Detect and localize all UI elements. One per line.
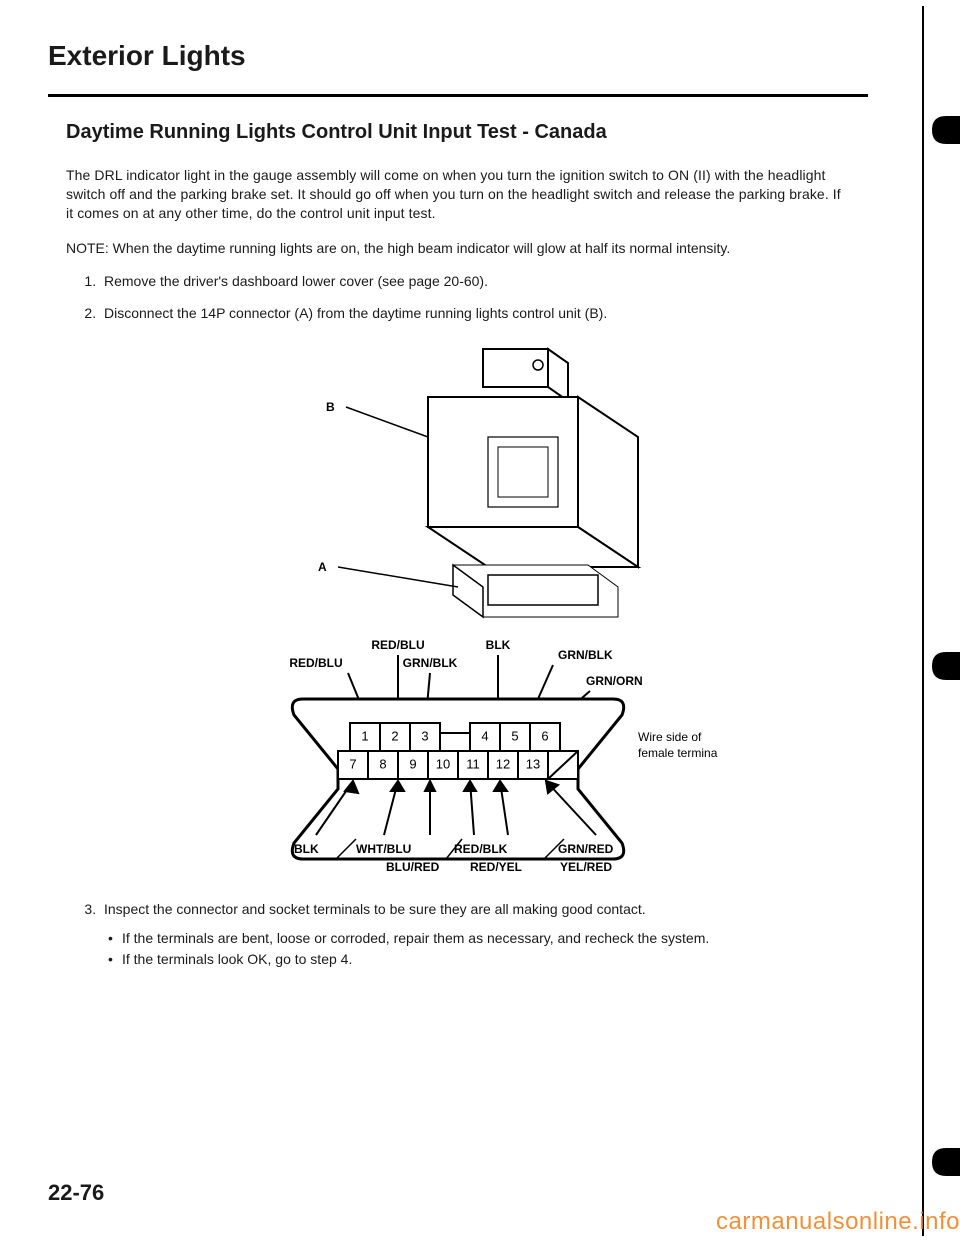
page-number: 22-76 <box>48 1180 104 1206</box>
lbl-red-yel: RED/YEL <box>470 860 522 874</box>
connector-A <box>338 565 618 617</box>
svg-text:1: 1 <box>361 729 368 744</box>
svg-text:12: 12 <box>496 757 510 772</box>
lbl-wht-blu: WHT/BLU <box>356 842 411 856</box>
svg-text:7: 7 <box>349 757 356 772</box>
edge-tab-bot <box>932 1148 960 1176</box>
svg-text:3: 3 <box>421 729 428 744</box>
label-B: B <box>326 400 335 414</box>
step-3-bullet-1: If the terminals are bent, loose or corr… <box>108 929 850 948</box>
intro-paragraph: The DRL indicator light in the gauge ass… <box>66 166 850 223</box>
page-content: Exterior Lights Daytime Running Lights C… <box>48 40 868 983</box>
svg-text:4: 4 <box>481 729 488 744</box>
section-title: Daytime Running Lights Control Unit Inpu… <box>66 121 868 144</box>
edge-tab-mid <box>932 652 960 680</box>
lbl-grn-blk-right: GRN/BLK <box>558 648 613 662</box>
edge-tab-top <box>932 116 960 144</box>
lbl-red-blu-mid: RED/BLU <box>371 638 424 652</box>
lbl-yel-red: YEL/RED <box>560 860 612 874</box>
page-margin-line <box>922 6 924 1236</box>
lbl-blk-top: BLK <box>486 638 511 652</box>
step-3-text: Inspect the connector and socket termina… <box>104 901 646 917</box>
lbl-grn-red: GRN/RED <box>558 842 614 856</box>
caption-line2: female terminals <box>638 746 718 760</box>
lbl-red-blu-left: RED/BLU <box>289 656 342 670</box>
svg-text:8: 8 <box>379 757 386 772</box>
connector-diagram: B A RED/BLU RED/BLU GRN/BLK BLK GRN/BLK … <box>198 337 718 882</box>
note-text: NOTE: When the daytime running lights ar… <box>66 239 850 258</box>
step-2: Disconnect the 14P connector (A) from th… <box>100 304 850 323</box>
step-3-bullet-2: If the terminals look OK, go to step 4. <box>108 950 850 969</box>
lbl-blk: BLK <box>294 842 319 856</box>
svg-text:2: 2 <box>391 729 398 744</box>
procedure-steps-cont: Inspect the connector and socket termina… <box>100 900 850 969</box>
svg-text:11: 11 <box>466 757 480 772</box>
procedure-steps: Remove the driver's dashboard lower cove… <box>100 272 850 324</box>
control-unit-B <box>346 349 638 567</box>
svg-text:10: 10 <box>436 757 450 772</box>
lbl-red-blk: RED/BLK <box>454 842 508 856</box>
step-3: Inspect the connector and socket termina… <box>100 900 850 969</box>
lbl-blu-red: BLU/RED <box>386 860 440 874</box>
lbl-grn-blk-top: GRN/BLK <box>403 656 458 670</box>
svg-text:13: 13 <box>526 757 540 772</box>
chapter-title: Exterior Lights <box>48 40 868 72</box>
watermark: carmanualsonline.info <box>716 1208 960 1236</box>
svg-text:9: 9 <box>409 757 416 772</box>
caption-line1: Wire side of <box>638 730 702 744</box>
rule-under-title <box>48 94 868 97</box>
step-1: Remove the driver's dashboard lower cove… <box>100 272 850 291</box>
lbl-grn-orn: GRN/ORN <box>586 674 643 688</box>
step-3-bullets: If the terminals are bent, loose or corr… <box>108 929 850 969</box>
svg-text:6: 6 <box>541 729 548 744</box>
label-A: A <box>318 560 327 574</box>
svg-text:5: 5 <box>511 729 518 744</box>
